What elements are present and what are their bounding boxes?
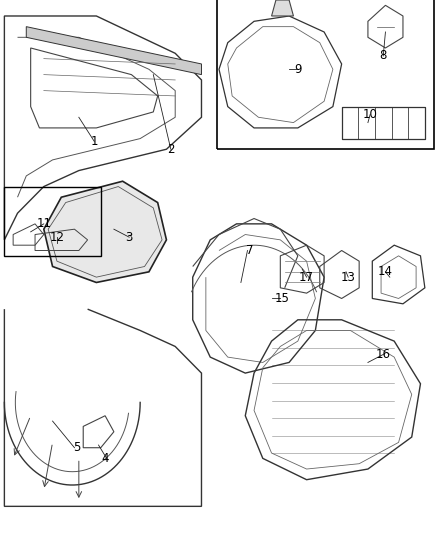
Text: 12: 12	[49, 231, 64, 244]
Polygon shape	[272, 0, 293, 16]
Text: 1: 1	[90, 135, 98, 148]
Text: 16: 16	[376, 348, 391, 361]
Text: 4: 4	[101, 452, 109, 465]
Polygon shape	[44, 181, 166, 282]
Polygon shape	[26, 27, 201, 75]
Text: 15: 15	[275, 292, 290, 305]
Bar	[217, 0, 434, 149]
Text: 10: 10	[363, 108, 378, 121]
Text: 13: 13	[341, 271, 356, 284]
Text: 14: 14	[378, 265, 393, 278]
Text: 5: 5	[73, 441, 80, 454]
Bar	[4, 187, 101, 256]
Text: 9: 9	[294, 63, 302, 76]
Text: 11: 11	[36, 217, 51, 230]
Text: 2: 2	[167, 143, 175, 156]
Text: 3: 3	[126, 231, 133, 244]
Text: 7: 7	[246, 244, 254, 257]
Text: 17: 17	[299, 271, 314, 284]
Text: 8: 8	[380, 50, 387, 62]
